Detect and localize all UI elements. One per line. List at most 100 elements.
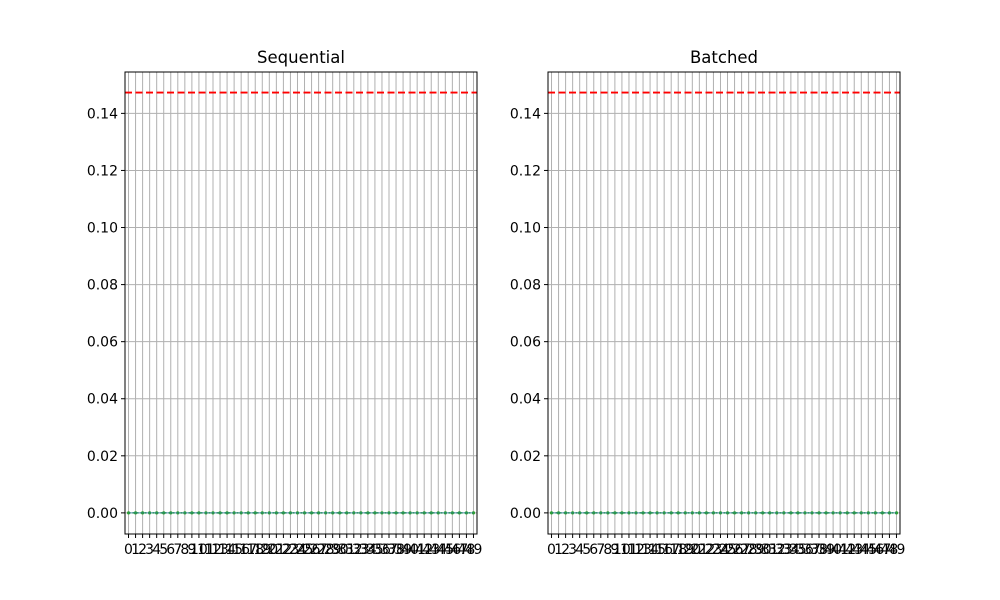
- y-tick-label: 0.08: [87, 278, 118, 294]
- x-tick-label: 33: [352, 542, 370, 558]
- x-tick-label: 4: [575, 542, 584, 558]
- x-tick-label: 24: [712, 542, 730, 558]
- y-tick-label: 0.08: [510, 278, 541, 294]
- plot-frame: [547, 71, 901, 535]
- x-tick-label: 43: [845, 542, 863, 558]
- x-tick-label: 36: [373, 542, 391, 558]
- x-tick-label: 19: [253, 542, 271, 558]
- y-tick-label: 0.04: [87, 392, 118, 408]
- x-tick-label: 17: [239, 542, 257, 558]
- x-tick-label: 21: [267, 542, 285, 558]
- y-tick-label: 0.06: [87, 335, 118, 351]
- y-tick-label: 0.04: [510, 392, 541, 408]
- x-tick-label: 39: [817, 542, 835, 558]
- x-tick-label: 37: [380, 542, 398, 558]
- x-tick-label: 11: [620, 542, 638, 558]
- x-tick-label: 20: [260, 542, 278, 558]
- x-tick-label: 20: [683, 542, 701, 558]
- x-tick-label: 36: [796, 542, 814, 558]
- x-tick-label: 46: [443, 542, 461, 558]
- x-tick-label: 16: [232, 542, 250, 558]
- y-tick-label: 0.02: [510, 449, 541, 465]
- x-tick-label: 1: [131, 542, 140, 558]
- x-tick-label: 28: [740, 542, 758, 558]
- x-tick-label: 41: [408, 542, 426, 558]
- x-tick-label: 49: [888, 542, 906, 558]
- y-tick-label: 0.10: [87, 221, 118, 237]
- x-tick-label: 3: [145, 542, 154, 558]
- x-tick-label: 30: [754, 542, 772, 558]
- x-tick-label: 38: [810, 542, 828, 558]
- x-tick-label: 10: [613, 542, 631, 558]
- x-tick-label: 31: [761, 542, 779, 558]
- x-tick-label: 44: [429, 542, 447, 558]
- x-tick-label: 12: [627, 542, 645, 558]
- x-tick-label: 31: [338, 542, 356, 558]
- x-tick-label: 22: [274, 542, 292, 558]
- x-tick-label: 9: [610, 542, 619, 558]
- x-tick-label: 23: [282, 542, 300, 558]
- y-tick-label: 0.12: [87, 163, 118, 179]
- x-tick-label: 32: [345, 542, 363, 558]
- x-tick-label: 17: [662, 542, 680, 558]
- x-tick-label: 0: [547, 542, 556, 558]
- x-tick-label: 22: [697, 542, 715, 558]
- x-tick-label: 3: [568, 542, 577, 558]
- x-tick-label: 8: [603, 542, 612, 558]
- x-tick-label: 29: [747, 542, 765, 558]
- x-tick-label: 40: [824, 542, 842, 558]
- x-tick-label: 6: [166, 542, 175, 558]
- x-tick-label: 11: [197, 542, 215, 558]
- x-tick-label: 42: [415, 542, 433, 558]
- x-tick-label: 35: [789, 542, 807, 558]
- x-tick-label: 13: [634, 542, 652, 558]
- x-tick-label: 48: [458, 542, 476, 558]
- x-tick-label: 5: [159, 542, 168, 558]
- x-tick-label: 39: [394, 542, 412, 558]
- x-tick-label: 8: [180, 542, 189, 558]
- x-tick-label: 47: [450, 542, 468, 558]
- x-tick-label: 13: [211, 542, 229, 558]
- x-tick-label: 0: [124, 542, 133, 558]
- x-tick-label: 33: [775, 542, 793, 558]
- panel-sequential: 0123456789101112131415161718192021222324…: [87, 48, 483, 558]
- y-tick-label: 0.06: [510, 335, 541, 351]
- y-tick-label: 0.10: [510, 221, 541, 237]
- x-tick-label: 30: [331, 542, 349, 558]
- y-tick-label: 0.02: [87, 449, 118, 465]
- x-tick-label: 25: [719, 542, 737, 558]
- x-tick-label: 21: [690, 542, 708, 558]
- x-tick-label: 27: [733, 542, 751, 558]
- x-tick-label: 15: [648, 542, 666, 558]
- x-tick-label: 27: [310, 542, 328, 558]
- y-tick-label: 0.14: [510, 106, 541, 122]
- x-tick-label: 45: [859, 542, 877, 558]
- x-tick-label: 48: [881, 542, 899, 558]
- x-tick-label: 1: [554, 542, 563, 558]
- x-tick-label: 7: [596, 542, 605, 558]
- y-tick-label: 0.00: [87, 506, 118, 522]
- x-tick-label: 42: [838, 542, 856, 558]
- x-tick-label: 14: [641, 542, 659, 558]
- x-tick-label: 14: [218, 542, 236, 558]
- x-tick-label: 12: [204, 542, 222, 558]
- x-tick-label: 19: [676, 542, 694, 558]
- x-tick-label: 24: [289, 542, 307, 558]
- x-tick-label: 40: [401, 542, 419, 558]
- x-tick-label: 26: [726, 542, 744, 558]
- x-tick-label: 18: [246, 542, 264, 558]
- x-tick-label: 10: [190, 542, 208, 558]
- x-tick-label: 41: [831, 542, 849, 558]
- x-tick-label: 44: [852, 542, 870, 558]
- x-tick-label: 2: [561, 542, 570, 558]
- x-tick-label: 47: [873, 542, 891, 558]
- plot-frame: [124, 71, 478, 535]
- x-tick-label: 23: [705, 542, 723, 558]
- chart-title: Sequential: [257, 48, 345, 67]
- x-tick-label: 18: [669, 542, 687, 558]
- x-tick-label: 4: [152, 542, 161, 558]
- chart-title: Batched: [690, 48, 758, 67]
- x-tick-label: 26: [303, 542, 321, 558]
- x-tick-label: 43: [422, 542, 440, 558]
